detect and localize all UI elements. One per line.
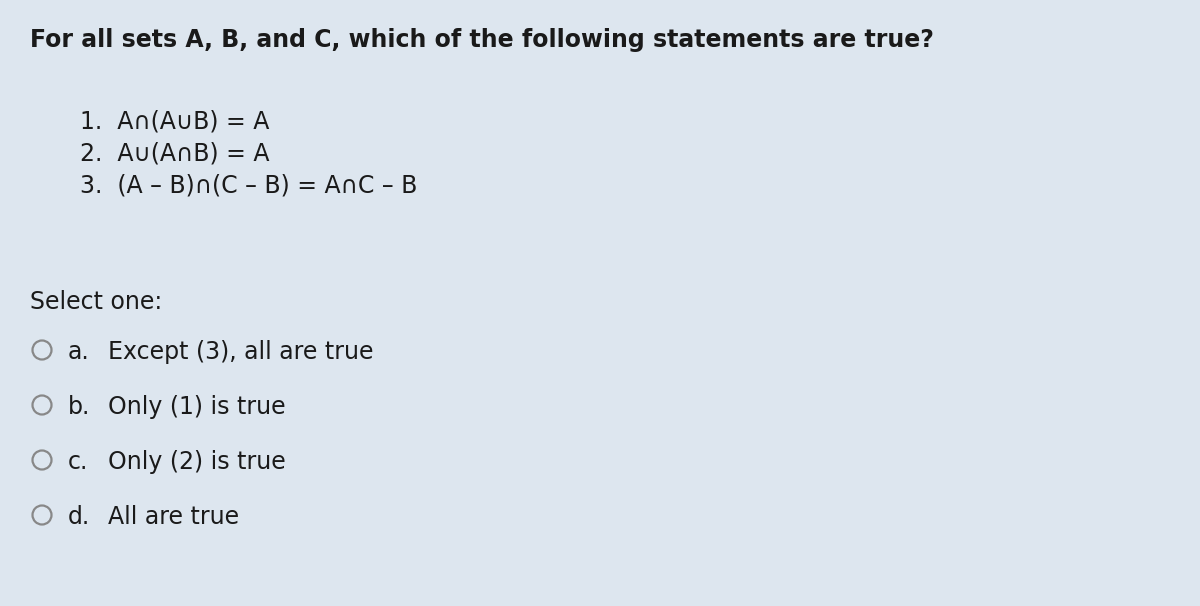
Text: d.: d. <box>68 505 90 529</box>
Text: a.: a. <box>68 340 90 364</box>
Text: Except (3), all are true: Except (3), all are true <box>108 340 373 364</box>
Text: For all sets A, B, and C, which of the following statements are true?: For all sets A, B, and C, which of the f… <box>30 28 934 52</box>
Text: 2.  A∪(A∩B) = A: 2. A∪(A∩B) = A <box>80 142 270 166</box>
Text: Only (2) is true: Only (2) is true <box>108 450 286 474</box>
Text: b.: b. <box>68 395 90 419</box>
Text: c.: c. <box>68 450 89 474</box>
Text: 3.  (A – B)∩(C – B) = A∩C – B: 3. (A – B)∩(C – B) = A∩C – B <box>80 174 418 198</box>
Text: All are true: All are true <box>108 505 239 529</box>
Text: Only (1) is true: Only (1) is true <box>108 395 286 419</box>
Text: 1.  A∩(A∪B) = A: 1. A∩(A∪B) = A <box>80 110 269 134</box>
Text: Select one:: Select one: <box>30 290 162 314</box>
